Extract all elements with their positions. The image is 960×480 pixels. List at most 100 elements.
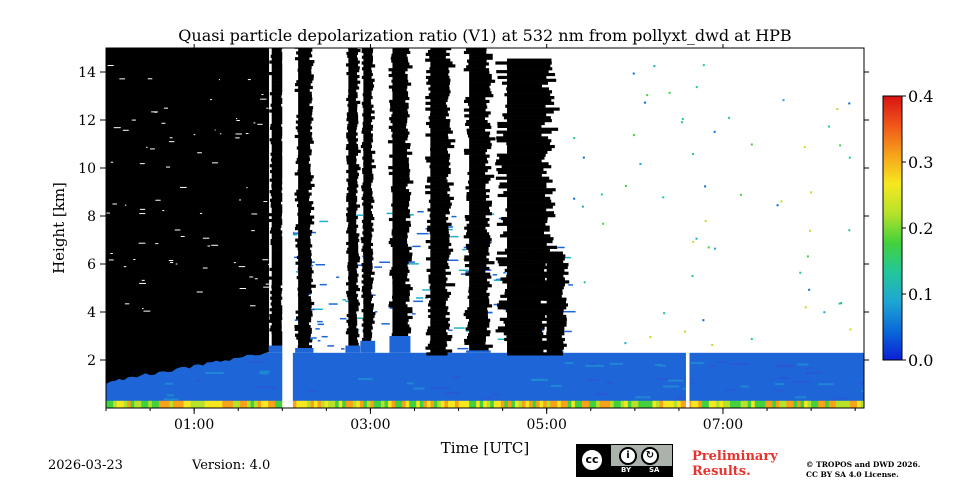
noise-speckle — [848, 229, 851, 232]
cloud-column-strip — [362, 182, 372, 186]
cloud-column-strip — [505, 288, 549, 293]
cloud-column-strip — [271, 305, 287, 309]
cloud-column-strip — [427, 326, 450, 330]
cloud-column-strip — [430, 288, 448, 293]
cloud-texture-gap — [166, 166, 171, 168]
surface-layer-cell — [571, 400, 576, 408]
surface-layer-cell — [391, 400, 396, 408]
cloud-column-strip — [345, 146, 359, 151]
cloud-column-strip — [346, 319, 358, 323]
cloud-texture-gap — [263, 201, 268, 203]
cloud-column-strip — [507, 98, 552, 103]
surface-layer-cell — [225, 400, 230, 408]
surface-layer-cell — [789, 400, 794, 408]
cloud-texture-gap — [254, 278, 258, 280]
cloud-column-strip — [298, 71, 312, 75]
cloud-column-strip — [469, 212, 492, 216]
cloud-column-strip — [429, 340, 447, 344]
cloud-column-strip — [464, 264, 487, 268]
cloud-base-halo — [268, 345, 286, 353]
cloud-column-strip — [546, 268, 565, 272]
surface-layer-cell — [416, 400, 421, 408]
cloud-column-strip — [464, 258, 489, 262]
surface-layer-cell — [116, 400, 121, 408]
boundary-layer-streak — [483, 397, 492, 400]
surface-layer-cell — [412, 400, 417, 408]
aerosol-speckle — [342, 299, 346, 301]
aerosol-speckle — [495, 278, 505, 281]
cloud-column-strip — [428, 93, 450, 97]
cloud-column-strip — [546, 263, 569, 267]
cloud-column-strip — [363, 139, 374, 143]
cloud-column-strip — [464, 114, 489, 118]
cloud-column-strip — [392, 65, 413, 69]
cloud-column-strip — [363, 271, 375, 275]
surface-layer-cell — [433, 400, 438, 408]
noise-speckle — [702, 319, 705, 322]
cloud-texture-gap — [170, 262, 174, 264]
cloud-column-strip — [468, 62, 489, 66]
cloud-column-strip — [430, 104, 448, 108]
cloud-column-strip — [348, 175, 359, 179]
cloud-column-strip — [348, 141, 357, 145]
cloud-column-strip — [507, 228, 550, 232]
cloud-column-strip — [546, 335, 562, 339]
surface-layer-cell — [338, 400, 343, 408]
cloud-column-strip — [430, 320, 449, 324]
cloud-column-strip — [363, 216, 375, 221]
cloud-column-strip — [430, 98, 448, 103]
cloud-column-strip — [465, 122, 491, 127]
cloud-column-strip — [271, 184, 282, 188]
cloud-column-strip — [507, 242, 547, 247]
surface-layer-cell — [268, 400, 273, 408]
cloud-column-strip — [430, 144, 455, 149]
cloud-column-strip — [348, 86, 360, 90]
cloud-column-strip — [271, 210, 286, 214]
noise-speckle — [695, 237, 698, 240]
cloud-column-strip — [501, 216, 548, 221]
cc-sa-label: SA — [649, 466, 660, 474]
cloud-column-strip — [469, 298, 490, 302]
aerosol-speckle — [453, 327, 465, 329]
cloud-column-strip — [392, 163, 410, 167]
cloud-column-strip — [298, 270, 314, 274]
cloud-column-strip — [271, 288, 284, 292]
cloud-column-strip — [507, 225, 550, 229]
aerosol-speckle — [340, 348, 345, 350]
surface-layer-cell — [832, 400, 837, 408]
noise-speckle — [836, 108, 839, 111]
footer-version: Version: 4.0 — [192, 458, 271, 473]
cloud-column-strip — [269, 190, 282, 194]
cloud-column-strip — [298, 284, 316, 288]
surface-layer-cell — [493, 400, 498, 408]
boundary-layer-streak — [740, 385, 749, 388]
surface-layer-cell — [310, 400, 315, 408]
cloud-column-strip — [429, 231, 449, 235]
cloud-column-strip — [390, 56, 408, 60]
cloud-column-strip — [425, 107, 451, 111]
cloud-column-strip — [464, 151, 486, 155]
cloud-texture-gap — [233, 262, 236, 264]
cloud-column-strip — [501, 165, 552, 169]
cloud-column-strip — [496, 70, 549, 74]
surface-layer-cell — [814, 400, 819, 408]
cloud-column-strip — [468, 183, 486, 187]
cloud-column-strip — [269, 267, 284, 272]
cloud-column-strip — [392, 194, 411, 199]
cloud-column-strip — [467, 131, 491, 135]
cloud-column-strip — [390, 243, 409, 248]
cloud-column-strip — [546, 337, 565, 342]
cloud-column-strip — [271, 161, 285, 165]
cloud-column-strip — [430, 168, 451, 172]
aerosol-speckle — [307, 337, 317, 339]
cloud-column-strip — [430, 349, 453, 353]
cloud-column-strip — [361, 288, 371, 293]
cloud-column-strip — [295, 227, 310, 231]
cloud-column-strip — [546, 332, 565, 336]
cloud-column-strip — [298, 313, 313, 317]
cloud-column-strip — [392, 94, 409, 98]
surface-layer-cell — [620, 400, 625, 408]
cloud-column-strip — [426, 159, 449, 163]
cloud-column-strip — [270, 201, 281, 205]
cloud-column-strip — [346, 112, 358, 116]
